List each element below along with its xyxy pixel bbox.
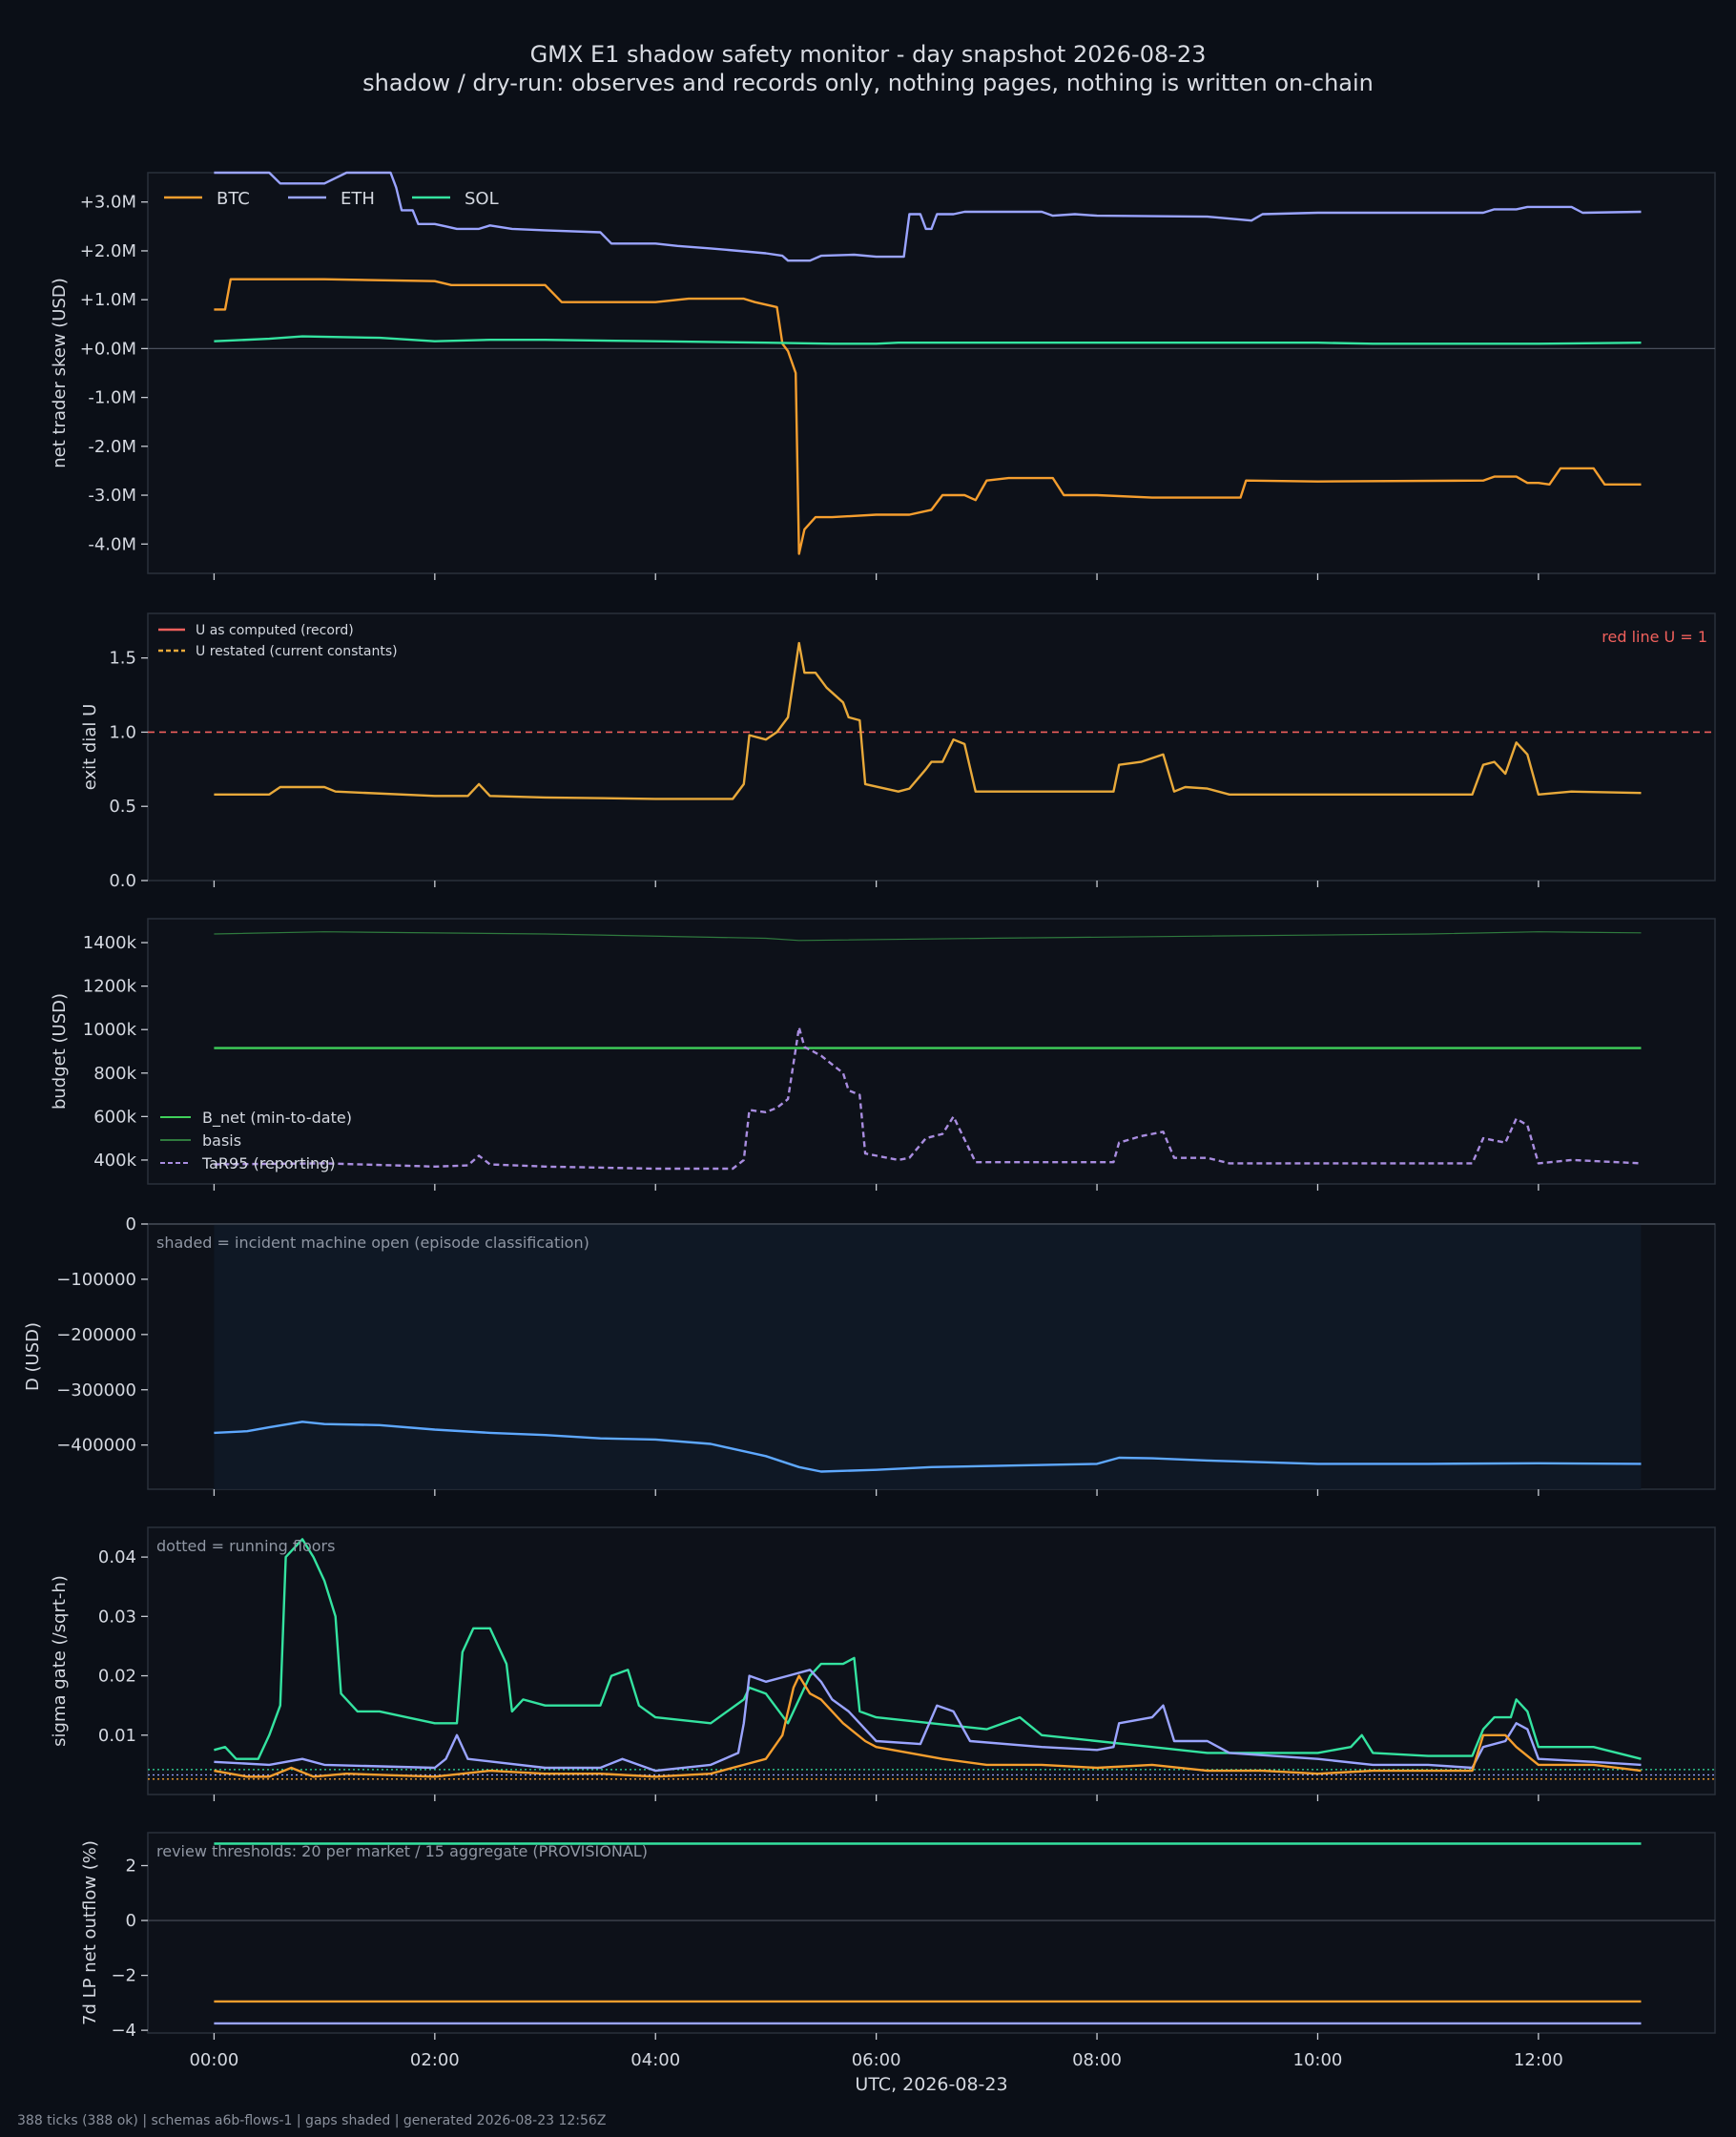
panel-4-series-d: [214, 1421, 1642, 1473]
panel-4-ytick-label-4: −300000: [56, 1380, 136, 1400]
panel-2-legend-label-1: U as computed (record): [196, 623, 354, 638]
panel-1-y-axis-label: net trader skew (USD): [50, 278, 70, 468]
panel-4-annotation: shaded = incident machine open (episode …: [156, 1234, 589, 1252]
panel-1-ytick-label-6: -2.0M: [88, 437, 136, 457]
panel-2-ytick-label-3: 1.0: [109, 722, 136, 742]
panel-1-ytick-label-8: -4.0M: [88, 534, 136, 554]
panel-1-ytick-label-5: -1.0M: [88, 388, 136, 408]
panel-4-ytick-label-3: −200000: [56, 1325, 136, 1345]
panel-3-ytick-label-3: 800k: [93, 1064, 136, 1084]
panel-3-legend-label-3: TaR95 (reporting): [201, 1154, 336, 1172]
panel-3-legend-label-1: B_net (min-to-date): [202, 1109, 352, 1128]
panel-3-series-tar95-reporting: [214, 1026, 1642, 1171]
panel-2-ytick-label-1: 0.0: [109, 871, 136, 891]
panel-4-ytick-label-2: −100000: [56, 1270, 136, 1290]
panel-2-y-axis-label: exit dial U: [80, 704, 100, 791]
panel-6-y-axis-label: 7d LP net outflow (%): [80, 1840, 100, 2025]
panel-3-ytick-label-5: 1200k: [83, 977, 137, 997]
panel-2-ytick-label-4: 1.5: [109, 649, 136, 669]
x-tick-label-6: 10:00: [1293, 2050, 1343, 2070]
panel-2-series-u-restated-current-constants: [214, 641, 1642, 800]
x-tick-label-4: 06:00: [852, 2050, 901, 2070]
panel-3-ytick-label-1: 400k: [93, 1151, 136, 1171]
panel-1-ytick-label-7: -3.0M: [88, 486, 136, 506]
panel-1-series-eth: [214, 171, 1642, 262]
panel-3-ytick-label-4: 1000k: [83, 1020, 137, 1040]
panel-3-series-basis: [214, 931, 1642, 942]
panel-5-ytick-label-4: 0.04: [98, 1547, 136, 1567]
panel-6-ytick-label-1: −4: [111, 2021, 136, 2041]
panel-2-ytick-label-2: 0.5: [109, 797, 136, 817]
panel-4-ytick-label-5: −400000: [56, 1436, 136, 1456]
panel-5-ytick-label-3: 0.03: [98, 1607, 136, 1627]
x-tick-label-3: 04:00: [630, 2050, 680, 2070]
panel-5-series-sol: [214, 1538, 1642, 1760]
panel-5-ytick-label-2: 0.02: [98, 1667, 136, 1687]
panel-1-ytick-label-1: +3.0M: [80, 193, 136, 213]
panel-3-legend-label-2: basis: [202, 1131, 241, 1150]
panel-1-ytick-label-2: +2.0M: [80, 241, 136, 261]
panel-1-frame: [147, 172, 1716, 574]
panel-3-ytick-label-6: 1400k: [83, 933, 137, 953]
panel-4-y-axis-label: D (USD): [23, 1322, 43, 1391]
panel-1-series-btc: [214, 278, 1642, 555]
panel-5-frame: [147, 1526, 1716, 1795]
panel-2-legend-label-2: U restated (current constants): [196, 644, 398, 659]
panel-3-ytick-label-2: 600k: [93, 1107, 136, 1127]
panel-5-ytick-label-1: 0.01: [98, 1726, 136, 1746]
panel-1-series-sol: [214, 335, 1642, 345]
panel-6-ytick-label-3: 0: [126, 1911, 136, 1931]
panel-6-frame: [147, 1832, 1716, 2034]
panel-6-annotation: review thresholds: 20 per market / 15 ag…: [156, 1842, 648, 1860]
panel-5-annotation: dotted = running floors: [156, 1537, 335, 1555]
panel-1-legend-label-eth: ETH: [341, 189, 375, 209]
panel-2-annotation: red line U = 1: [1602, 628, 1707, 646]
x-tick-label-5: 08:00: [1072, 2050, 1122, 2070]
x-tick-label-7: 12:00: [1514, 2050, 1563, 2070]
footer-status: 388 ticks (388 ok) | schemas a6b-flows-1…: [17, 2113, 607, 2128]
panel-4-ytick-label-1: 0: [126, 1214, 136, 1234]
panel-1-legend-label-sol: SOL: [465, 189, 499, 209]
panel-3-y-axis-label: budget (USD): [50, 993, 70, 1110]
panel-2-frame: [147, 612, 1716, 882]
panel-1-ytick-label-4: +0.0M: [80, 339, 136, 359]
panel-6-ytick-label-2: −2: [111, 1966, 136, 1986]
panel-1-legend-label-btc: BTC: [217, 189, 250, 209]
x-tick-label-2: 02:00: [410, 2050, 460, 2070]
panel-1-ytick-label-3: +1.0M: [80, 290, 136, 310]
panel-5-y-axis-label: sigma gate (/sqrt-h): [50, 1575, 70, 1747]
panel-4-shaded-range: [214, 1224, 1642, 1489]
panel-5-series-btc: [214, 1674, 1642, 1778]
x-tick-label-1: 00:00: [189, 2050, 238, 2070]
panel-3-frame: [147, 918, 1716, 1185]
panel-5-series-eth: [214, 1669, 1642, 1773]
chart-subtitle: shadow / dry-run: observes and records o…: [362, 70, 1374, 96]
x-axis-label: UTC, 2026-08-23: [855, 2074, 1007, 2095]
chart-title: GMX E1 shadow safety monitor - day snaps…: [529, 41, 1207, 68]
panel-6-ytick-label-4: 2: [126, 1857, 136, 1877]
